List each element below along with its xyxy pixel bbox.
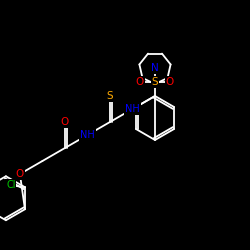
Text: N: N xyxy=(151,63,159,73)
Text: S: S xyxy=(152,77,158,87)
Text: O: O xyxy=(16,169,24,179)
Text: S: S xyxy=(107,91,113,101)
Text: O: O xyxy=(166,77,174,87)
Text: O: O xyxy=(61,117,69,127)
Text: O: O xyxy=(136,77,144,87)
Text: NH: NH xyxy=(80,130,95,140)
Text: NH: NH xyxy=(125,104,140,114)
Text: Cl: Cl xyxy=(6,180,16,190)
